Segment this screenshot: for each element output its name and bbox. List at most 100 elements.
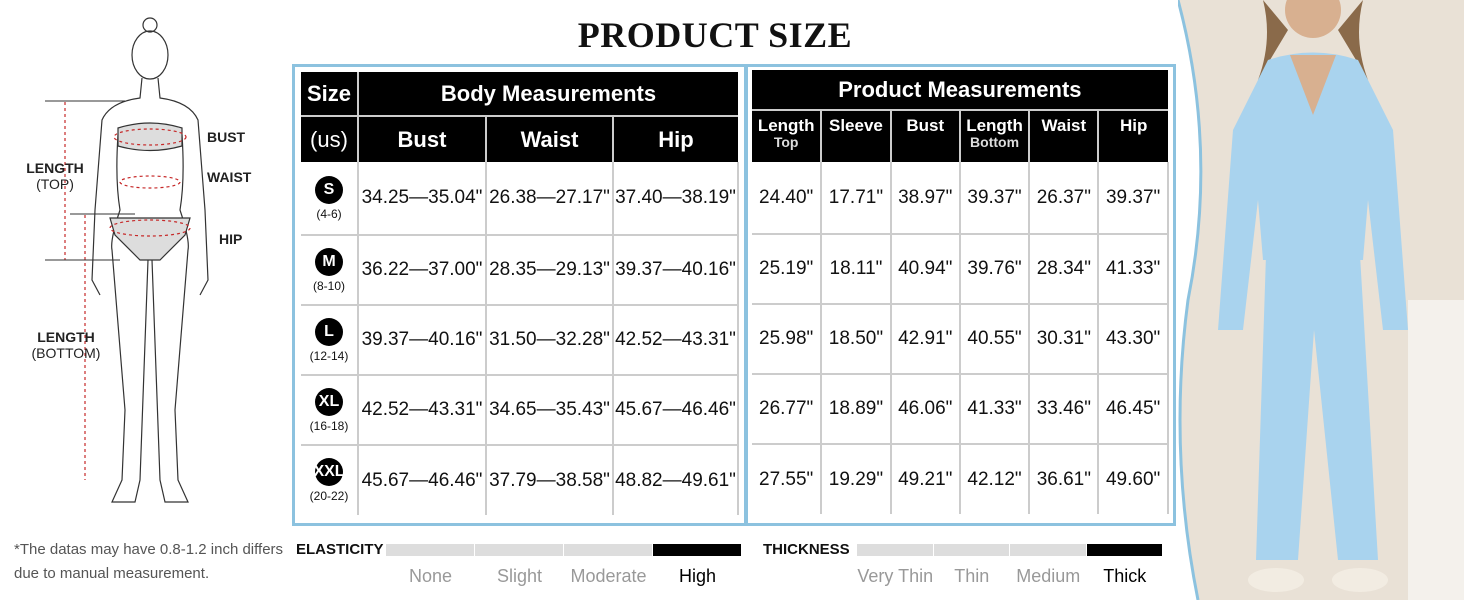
product-value-cell: 49.21" (889, 444, 961, 514)
size-header: Size (301, 72, 358, 116)
waist-label: WAIST (207, 169, 252, 185)
product-value-cell: 39.37" (1097, 162, 1169, 235)
elasticity-option: Moderate (570, 566, 647, 586)
body-value-cell: 45.67—46.46" (357, 445, 487, 515)
size-cell: XXL (20-22) (301, 445, 359, 515)
body-value-cell: 37.40—38.19" (612, 162, 739, 236)
size-cell: M (8-10) (301, 235, 359, 306)
size-cell: S (4-6) (301, 162, 359, 236)
elasticity-label: ELASTICITY (296, 541, 384, 558)
product-value-cell: 18.89" (820, 374, 892, 445)
product-value-cell: 38.97" (889, 162, 961, 235)
col-main: Hip (1119, 116, 1148, 135)
product-value-cell: 25.98" (752, 304, 823, 375)
product-value-cell: 41.33" (1097, 234, 1169, 305)
product-value-cell: 36.61" (1028, 444, 1100, 514)
product-photo (1178, 0, 1464, 600)
thickness-option: Thick (1103, 566, 1147, 586)
page-title: PRODUCT SIZE (577, 15, 853, 55)
elasticity-option: High (678, 566, 717, 586)
thickness-option: Medium (1016, 566, 1081, 586)
elasticity-option: Slight (496, 566, 543, 586)
product-value-cell: 25.19" (752, 234, 823, 305)
body-value-cell: 34.25—35.04" (357, 162, 487, 236)
body-value-cell: 37.79—38.58" (485, 445, 614, 515)
product-value-cell: 18.11" (820, 234, 892, 305)
col-bust: Bust (357, 115, 486, 162)
size-badge: M (315, 247, 343, 276)
body-value-cell: 45.67—46.46" (612, 375, 739, 446)
col-waist: Waist (485, 115, 613, 162)
size-badge: XL (315, 387, 343, 416)
thickness-option: Thin (954, 566, 990, 586)
body-table-row: L (12-14) 39.37—40.16" 31.50—32.28" 42.52—43… (301, 305, 739, 376)
col-main: Length (966, 116, 1023, 135)
size-badge: L (315, 317, 343, 346)
body-table-row: S (4-6) 34.25—35.04" 26.38—27.17" 37.40—38.1… (301, 162, 739, 236)
body-value-cell: 42.52—43.31" (612, 305, 739, 376)
thickness-segment (1086, 544, 1162, 556)
product-col-header: Hip (1097, 109, 1168, 162)
elasticity-option: None (408, 566, 453, 586)
product-value-cell: 42.91" (889, 304, 961, 375)
body-value-cell: 39.37—40.16" (357, 305, 487, 376)
size-badge: XXL (313, 458, 345, 486)
product-value-cell: 39.76" (958, 234, 1031, 305)
body-value-cell: 31.50—32.28" (485, 305, 614, 376)
elasticity-segment (653, 544, 741, 556)
body-table-row: XL (16-18) 42.52—43.31" 34.65—35.43" 45.67—4… (301, 375, 739, 446)
thickness-option: Very Thin (857, 566, 934, 586)
size-sub-header: (us) (301, 115, 358, 162)
product-col-header: Waist (1028, 109, 1099, 162)
body-group-header: Body Measurements (357, 72, 738, 116)
thickness-segment (933, 544, 1009, 556)
elasticity-segment (475, 544, 563, 556)
body-figure: BUST WAIST HIP LENGTH (TOP) LENGTH (BOTTOM… (0, 10, 290, 530)
col-main: Waist (1041, 116, 1087, 135)
body-value-cell: 28.35—29.13" (485, 235, 614, 306)
product-value-cell: 19.29" (820, 444, 892, 514)
product-value-cell: 40.55" (958, 304, 1031, 375)
col-main: Length (757, 116, 815, 135)
body-table-row: XXL (20-22) 45.67—46.46" 37.79—38.58" 48.82—… (301, 445, 739, 515)
product-group-header: Product Measurements (752, 70, 1168, 110)
size-cell: XL (16-18) (301, 375, 359, 446)
model-wearing-product-image (1178, 0, 1464, 600)
size-badge: S (315, 175, 343, 204)
product-value-cell: 46.45" (1097, 374, 1169, 445)
product-value-cell: 26.77" (752, 374, 823, 445)
product-value-cell: 43.30" (1097, 304, 1169, 375)
product-value-cell: 33.46" (1028, 374, 1100, 445)
body-value-cell: 34.65—35.43" (485, 375, 614, 446)
body-table-row: M (8-10) 36.22—37.00" 28.35—29.13" 39.37—40.… (301, 235, 739, 306)
thickness-label: THICKNESS (763, 541, 850, 558)
col-sub: Top (773, 134, 799, 150)
us-size: (12-14) (309, 348, 349, 363)
product-value-cell: 17.71" (820, 162, 892, 235)
thickness-segment (857, 544, 933, 556)
bust-label: BUST (207, 129, 246, 145)
length-top-label: LENGTH (TOP) (25, 160, 85, 192)
thickness-segment (1010, 544, 1086, 556)
product-col-header: Length Bottom (958, 109, 1030, 162)
product-col-header: Length Top (752, 109, 822, 162)
body-value-cell: 26.38—27.17" (485, 162, 614, 236)
product-table-row: 25.98" 18.50" 42.91" 40.55" 30.31" 43.30" (752, 304, 1169, 375)
body-outline-illustration (45, 17, 209, 503)
length-bottom-sub: (BOTTOM) (31, 345, 101, 361)
product-value-cell: 26.37" (1028, 162, 1100, 235)
us-size: (16-18) (309, 418, 349, 433)
product-value-cell: 30.31" (1028, 304, 1100, 375)
us-size: (20-22) (309, 489, 349, 503)
product-value-cell: 42.12" (958, 444, 1031, 514)
col-sub: Bottom (970, 134, 1020, 150)
col-main: Sleeve (829, 116, 883, 135)
product-value-cell: 18.50" (820, 304, 892, 375)
col-hip: Hip (612, 115, 738, 162)
product-value-cell: 46.06" (889, 374, 961, 445)
product-table-row: 24.40" 17.71" 38.97" 39.37" 26.37" 39.37" (752, 162, 1169, 235)
measurement-note: *The datas may have 0.8-1.2 inch differs… (14, 541, 284, 582)
hip-label: HIP (219, 231, 243, 247)
product-table-row: 26.77" 18.89" 46.06" 41.33" 33.46" 46.45" (752, 374, 1169, 445)
us-size: (4-6) (316, 206, 342, 221)
